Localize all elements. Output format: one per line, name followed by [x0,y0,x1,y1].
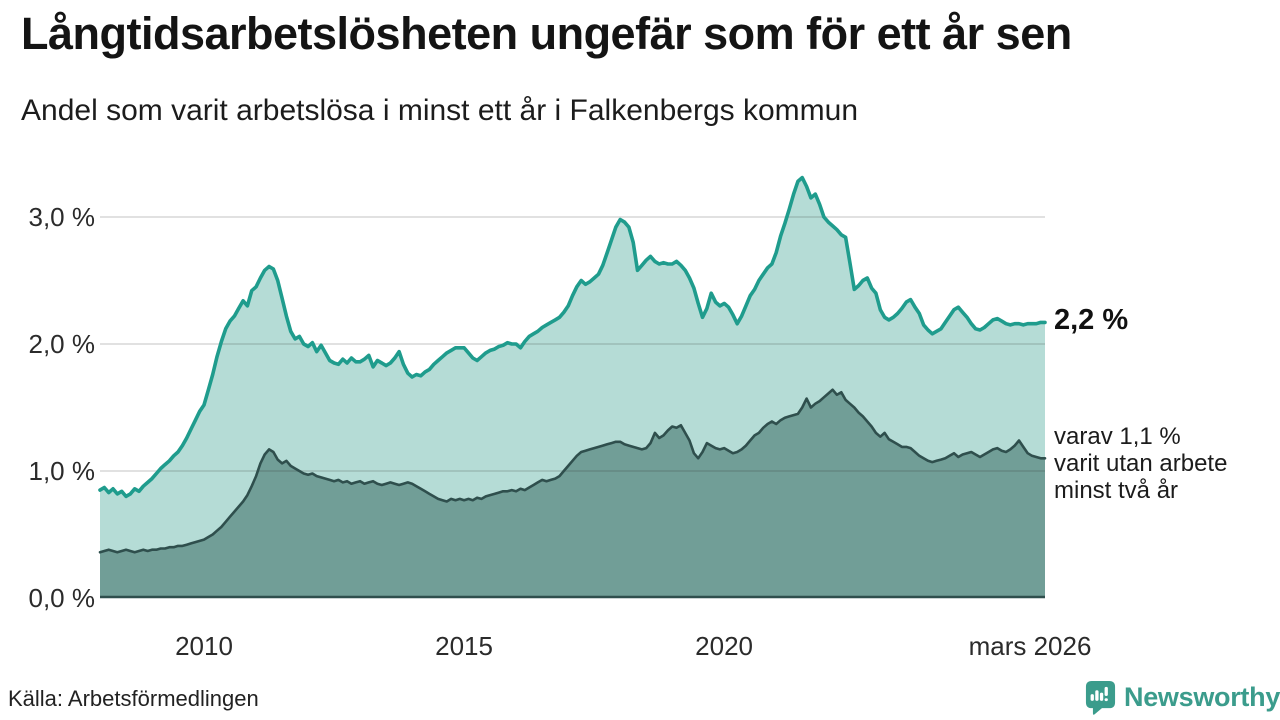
x-tick-label-2010: 2010 [175,631,233,661]
x-tick-label-mars-2026: mars 2026 [968,631,1092,661]
y-tick-label-1: 1,0 % [28,456,96,486]
x-tick-label-2015: 2015 [435,631,493,661]
y-tick-label-2: 2,0 % [28,329,96,359]
series2-area-fill [100,389,1045,598]
series2-note-line: minst två år [1054,477,1179,504]
series1-end-value-label: 2,2 % [1054,304,1129,336]
series1-line [98,175,1047,499]
series2-note-line: varav 1,1 % [1054,423,1181,450]
y-tick-label-3: 3,0 % [28,202,96,232]
newsworthy-icon [1085,681,1116,715]
chart-subtitle: Andel som varit arbetslösa i minst ett å… [21,94,858,127]
series2-note-line: varit utan arbete [1054,450,1228,477]
newsworthy-logo[interactable]: Newsworthy [1084,679,1280,716]
y-tick-label-0: 0,0 % [28,583,96,613]
chart-title: Långtidsarbetslösheten ungefär som för e… [21,8,1072,59]
newsworthy-wordmark: Newsworthy [1124,682,1280,712]
series2-end-note: varav 1,1 % varit utan arbete minst två år [1054,423,1227,504]
series2-line [98,388,1047,554]
x-tick-label-2020: 2020 [695,631,754,661]
source-label: Källa: Arbetsförmedlingen [8,686,259,711]
